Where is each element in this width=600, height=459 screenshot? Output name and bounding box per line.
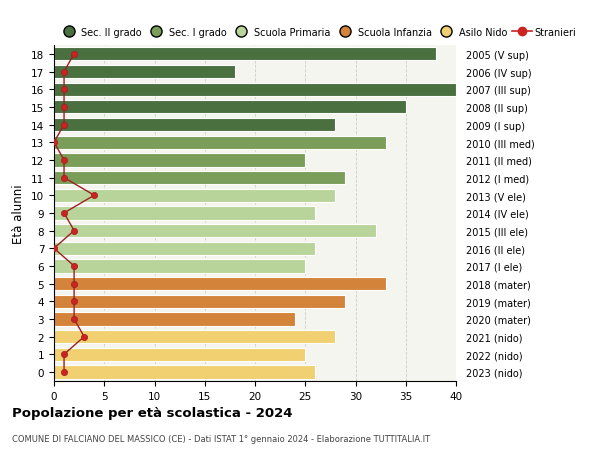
Text: COMUNE DI FALCIANO DEL MASSICO (CE) - Dati ISTAT 1° gennaio 2024 - Elaborazione : COMUNE DI FALCIANO DEL MASSICO (CE) - Da… [12,434,430,443]
Text: Popolazione per età scolastica - 2024: Popolazione per età scolastica - 2024 [12,406,293,419]
Bar [54,66,235,79]
Bar [54,295,346,308]
Bar [54,348,305,361]
Bar [54,84,456,96]
Bar [54,101,406,114]
Bar [54,242,316,255]
Bar [54,136,386,150]
Bar [54,277,386,291]
Bar [54,207,316,220]
Bar [54,224,376,238]
Bar [54,189,335,202]
Bar [54,118,335,132]
Bar [54,365,316,379]
Y-axis label: Età alunni: Età alunni [13,184,25,243]
Bar [54,260,305,273]
Bar [54,330,335,343]
Bar [54,154,305,167]
Legend: Sec. II grado, Sec. I grado, Scuola Primaria, Scuola Infanzia, Asilo Nido, Stran: Sec. II grado, Sec. I grado, Scuola Prim… [59,28,576,38]
Bar [54,48,436,62]
Bar [54,313,295,326]
Bar [54,172,346,185]
